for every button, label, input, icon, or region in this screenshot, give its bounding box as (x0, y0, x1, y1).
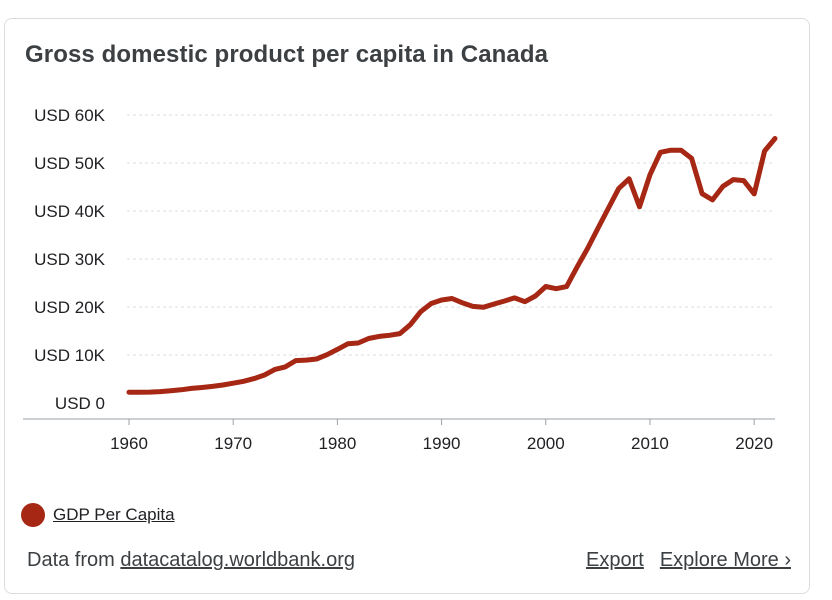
grid-lines (127, 114, 775, 356)
source-prefix: Data from (27, 549, 115, 571)
legend-color-dot (21, 503, 45, 527)
y-tick-label: USD 30K (34, 250, 106, 269)
chart-card: Gross domestic product per capita in Can… (4, 18, 810, 594)
x-tick-label: 2010 (631, 434, 669, 453)
y-tick-label: USD 50K (34, 154, 106, 173)
legend-label-gdp-per-capita[interactable]: GDP Per Capita (53, 505, 175, 524)
export-link[interactable]: Export (586, 549, 644, 571)
line-chart: USD 0 USD 10K USD 20K USD 30K USD 40K USD 50K… (23, 106, 778, 453)
y-tick-label: USD 10K (34, 346, 106, 365)
x-tick-label: 1970 (214, 434, 252, 453)
y-axis-tick-labels: USD 0 USD 10K USD 20K USD 30K USD 40K USD 50K… (34, 106, 106, 413)
series-lines (126, 136, 778, 395)
y-tick-label: USD 0 (55, 394, 105, 413)
source-link[interactable]: datacatalog.worldbank.org (120, 549, 355, 571)
x-tick-label: 2020 (735, 434, 773, 453)
legend[interactable]: GDP Per Capita (21, 503, 175, 527)
x-tick-label: 1980 (318, 434, 356, 453)
series-line-gdp-per-capita (126, 136, 778, 395)
x-tick-label: 2000 (527, 434, 565, 453)
y-tick-label: USD 40K (34, 202, 106, 221)
data-source: Data from datacatalog.worldbank.org (27, 549, 355, 572)
x-tick-label: 1960 (110, 434, 148, 453)
footer-links: Export Explore More › (586, 549, 791, 572)
card-footer: Data from datacatalog.worldbank.org Expo… (27, 549, 791, 572)
y-tick-label: USD 60K (34, 106, 106, 125)
y-tick-label: USD 20K (34, 298, 106, 317)
x-axis (23, 418, 775, 425)
chart-title: Gross domestic product per capita in Can… (25, 41, 549, 68)
x-axis-tick-labels: 1960 1970 1980 1990 2000 2010 2020 (110, 434, 773, 453)
explore-more-link[interactable]: Explore More › (659, 549, 791, 571)
x-tick-label: 1990 (423, 434, 461, 453)
